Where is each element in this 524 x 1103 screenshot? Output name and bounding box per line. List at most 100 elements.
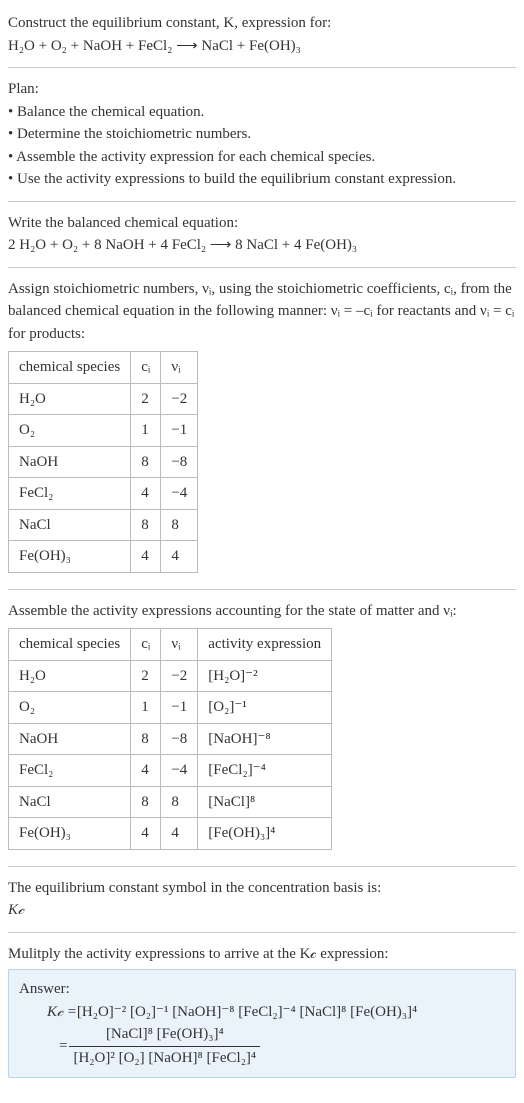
cell: 4	[131, 478, 161, 510]
table-header-row: chemical species cᵢ νᵢ activity expressi…	[9, 629, 332, 661]
cell: O₂	[9, 415, 131, 447]
cell: [NaOH]⁻⁸	[198, 723, 332, 755]
table-row: H₂O2−2[H₂O]⁻²	[9, 660, 332, 692]
kc-product: [H₂O]⁻² [O₂]⁻¹ [NaOH]⁻⁸ [FeCl₂]⁻⁴ [NaCl]…	[77, 1001, 417, 1024]
cell: [NaCl]⁸	[198, 786, 332, 818]
table-header-row: chemical species cᵢ νᵢ	[9, 352, 198, 384]
col-ci: cᵢ	[131, 629, 161, 661]
cell: 8	[161, 509, 198, 541]
balanced-heading: Write the balanced chemical equation:	[8, 212, 516, 235]
cell: 8	[131, 509, 161, 541]
stoich-block: Assign stoichiometric numbers, νᵢ, using…	[8, 274, 516, 587]
cell: 2	[131, 383, 161, 415]
table-row: Fe(OH)₃44	[9, 541, 198, 573]
cell: −8	[161, 446, 198, 478]
intro-line1: Construct the equilibrium constant, K, e…	[8, 12, 516, 35]
activity-table: chemical species cᵢ νᵢ activity expressi…	[8, 628, 332, 850]
cell: NaCl	[9, 509, 131, 541]
cell: −1	[161, 415, 198, 447]
cell: 4	[131, 818, 161, 850]
separator	[8, 267, 516, 268]
cell: FeCl₂	[9, 478, 131, 510]
col-species: chemical species	[9, 352, 131, 384]
table-row: NaOH8−8[NaOH]⁻⁸	[9, 723, 332, 755]
cell: FeCl₂	[9, 755, 131, 787]
cell: O₂	[9, 692, 131, 724]
cell: −2	[161, 660, 198, 692]
kc-symbol-block: The equilibrium constant symbol in the c…	[8, 873, 516, 930]
cell: 8	[131, 446, 161, 478]
separator	[8, 866, 516, 867]
cell: [Fe(OH)₃]⁴	[198, 818, 332, 850]
cell: NaOH	[9, 446, 131, 478]
col-vi: νᵢ	[161, 352, 198, 384]
answer-box: Answer: K𝒸 = [H₂O]⁻² [O₂]⁻¹ [NaOH]⁻⁸ [Fe…	[8, 969, 516, 1078]
separator	[8, 201, 516, 202]
cell: Fe(OH)₃	[9, 818, 131, 850]
separator	[8, 932, 516, 933]
separator	[8, 589, 516, 590]
plan-block: Plan: • Balance the chemical equation. •…	[8, 74, 516, 199]
col-activity: activity expression	[198, 629, 332, 661]
multiply-block: Mulitply the activity expressions to arr…	[8, 939, 516, 1087]
col-ci: cᵢ	[131, 352, 161, 384]
plan-item: • Assemble the activity expression for e…	[8, 146, 516, 169]
multiply-heading: Mulitply the activity expressions to arr…	[8, 943, 516, 966]
table-row: O₂1−1	[9, 415, 198, 447]
answer-label: Answer:	[19, 978, 505, 1001]
fraction: [NaCl]⁸ [Fe(OH)₃]⁴ [H₂O]² [O₂] [NaOH]⁸ […	[69, 1023, 260, 1069]
plan-heading: Plan:	[8, 78, 516, 101]
cell: H₂O	[9, 660, 131, 692]
cell: −4	[161, 755, 198, 787]
cell: −2	[161, 383, 198, 415]
cell: 4	[161, 541, 198, 573]
cell: [O₂]⁻¹	[198, 692, 332, 724]
answer-line2: = [NaCl]⁸ [Fe(OH)₃]⁴ [H₂O]² [O₂] [NaOH]⁸…	[59, 1023, 505, 1069]
col-vi: νᵢ	[161, 629, 198, 661]
table-row: H₂O2−2	[9, 383, 198, 415]
cell: 8	[131, 786, 161, 818]
plan-item: • Use the activity expressions to build …	[8, 168, 516, 191]
eq-sign: =	[59, 1035, 67, 1058]
cell: −1	[161, 692, 198, 724]
table-row: O₂1−1[O₂]⁻¹	[9, 692, 332, 724]
cell: 4	[131, 755, 161, 787]
cell: 1	[131, 692, 161, 724]
separator	[8, 67, 516, 68]
cell: 4	[131, 541, 161, 573]
balanced-equation: 2 H₂O + O₂ + 8 NaOH + 4 FeCl₂ ⟶ 8 NaCl +…	[8, 234, 516, 257]
kc-symbol: K𝒸	[8, 899, 516, 922]
activity-heading: Assemble the activity expressions accoun…	[8, 600, 516, 623]
stoich-heading: Assign stoichiometric numbers, νᵢ, using…	[8, 278, 516, 346]
balanced-block: Write the balanced chemical equation: 2 …	[8, 208, 516, 265]
cell: 8	[131, 723, 161, 755]
plan-item: • Determine the stoichiometric numbers.	[8, 123, 516, 146]
stoich-table: chemical species cᵢ νᵢ H₂O2−2 O₂1−1 NaOH…	[8, 351, 198, 573]
cell: 1	[131, 415, 161, 447]
table-row: NaOH8−8	[9, 446, 198, 478]
cell: NaOH	[9, 723, 131, 755]
table-row: NaCl88[NaCl]⁸	[9, 786, 332, 818]
cell: [H₂O]⁻²	[198, 660, 332, 692]
intro-text: Construct the equilibrium constant, K, e…	[8, 15, 331, 31]
answer-line1: K𝒸 = [H₂O]⁻² [O₂]⁻¹ [NaOH]⁻⁸ [FeCl₂]⁻⁴ […	[47, 1001, 505, 1024]
table-row: FeCl₂4−4[FeCl₂]⁻⁴	[9, 755, 332, 787]
col-species: chemical species	[9, 629, 131, 661]
fraction-denominator: [H₂O]² [O₂] [NaOH]⁸ [FeCl₂]⁴	[69, 1046, 260, 1070]
table-row: NaCl88	[9, 509, 198, 541]
kc-heading: The equilibrium constant symbol in the c…	[8, 877, 516, 900]
kc-lhs: K𝒸 =	[47, 1001, 77, 1024]
cell: −8	[161, 723, 198, 755]
plan-item: • Balance the chemical equation.	[8, 101, 516, 124]
activity-block: Assemble the activity expressions accoun…	[8, 596, 516, 864]
cell: Fe(OH)₃	[9, 541, 131, 573]
cell: NaCl	[9, 786, 131, 818]
fraction-numerator: [NaCl]⁸ [Fe(OH)₃]⁴	[69, 1023, 260, 1046]
cell: 8	[161, 786, 198, 818]
intro-block: Construct the equilibrium constant, K, e…	[8, 8, 516, 65]
cell: 2	[131, 660, 161, 692]
cell: −4	[161, 478, 198, 510]
table-row: FeCl₂4−4	[9, 478, 198, 510]
cell: [FeCl₂]⁻⁴	[198, 755, 332, 787]
table-row: Fe(OH)₃44[Fe(OH)₃]⁴	[9, 818, 332, 850]
